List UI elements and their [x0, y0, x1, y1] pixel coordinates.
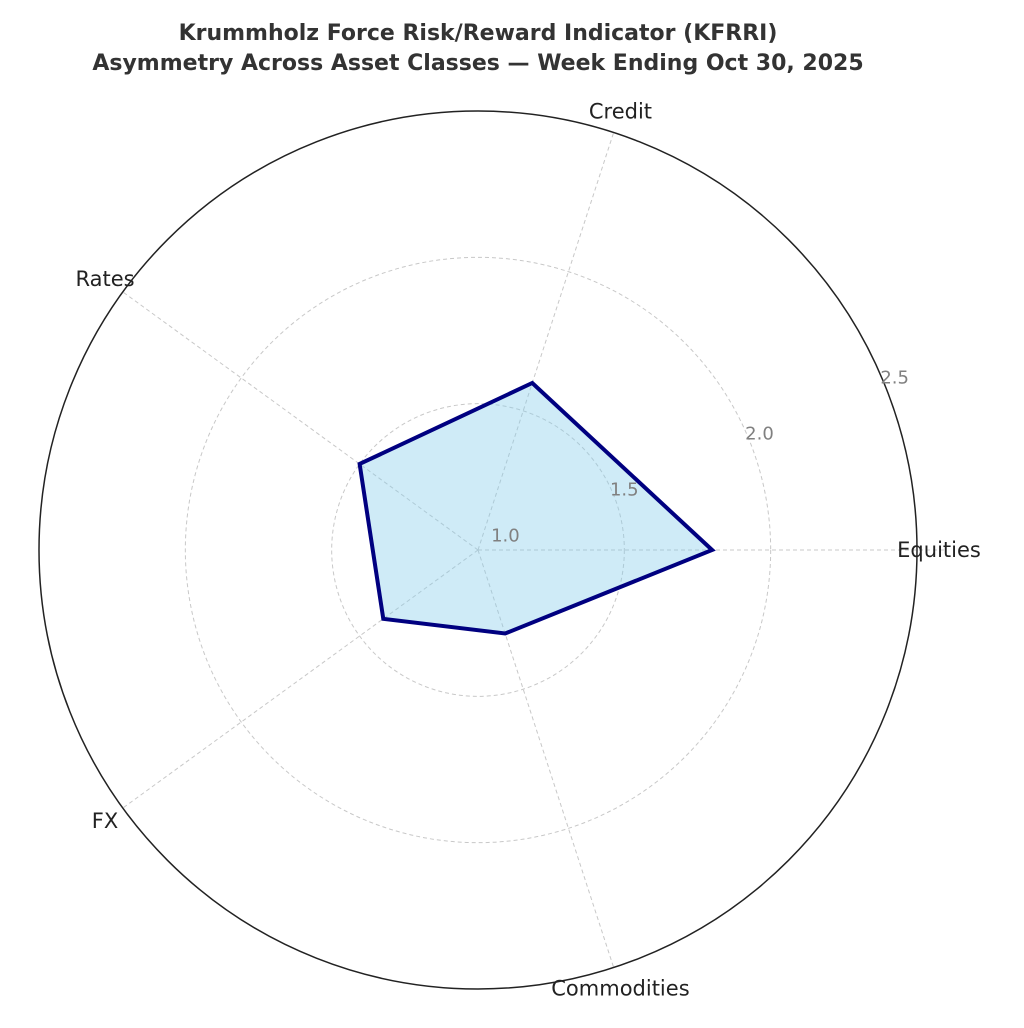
axis-label-credit: Credit	[589, 100, 652, 124]
r-tick-label: 1.0	[491, 525, 520, 546]
axis-label-fx: FX	[92, 809, 118, 833]
r-tick-label: 2.5	[880, 367, 909, 388]
axis-label-commodities: Commodities	[551, 976, 689, 1000]
series-fill	[360, 383, 713, 634]
r-tick-label: 1.5	[610, 479, 639, 500]
axis-label-rates: Rates	[75, 267, 134, 291]
r-tick-label: 2.0	[745, 423, 774, 444]
axis-label-equities: Equities	[897, 538, 981, 562]
chart-title-line-2: Asymmetry Across Asset Classes — Week En…	[92, 51, 863, 76]
chart-title-line-1: Krummholz Force Risk/Reward Indicator (K…	[179, 21, 778, 46]
